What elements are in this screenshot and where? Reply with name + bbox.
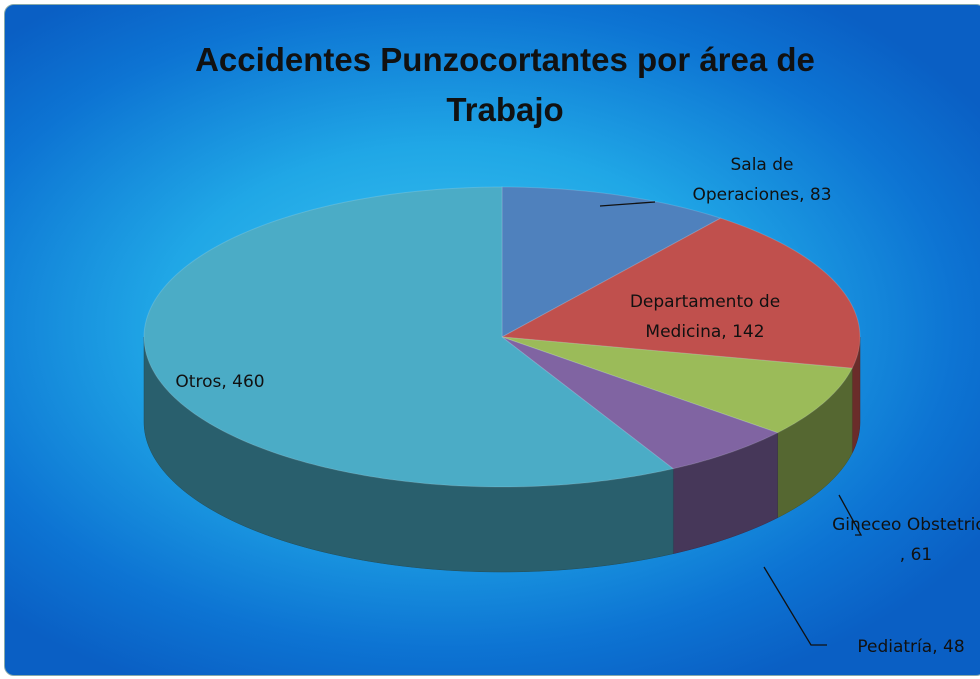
- leader-line: [599, 201, 656, 207]
- pie-slice: [501, 336, 779, 470]
- leader-line: [763, 566, 827, 646]
- data-label: Gineceo Obstetricia , 61: [832, 515, 980, 565]
- pie-slice: [501, 186, 722, 338]
- pie-slice: [143, 186, 675, 488]
- slice-side: [143, 336, 674, 573]
- data-label: Departamento de Medicina, 142: [629, 292, 781, 342]
- data-label: Sala de Operaciones, 83: [692, 155, 832, 205]
- data-label: Pediatría, 48: [857, 637, 965, 657]
- pie-chart: [143, 186, 863, 646]
- data-label: Otros, 460: [175, 372, 265, 392]
- chart-title: Accidentes Punzocortantes por área de Tr…: [195, 41, 815, 128]
- pie-slice: [501, 336, 853, 434]
- pie-slice: [500, 217, 861, 369]
- leader-line: [838, 494, 863, 536]
- chart-area: Accidentes Punzocortantes por área de Tr…: [4, 4, 980, 676]
